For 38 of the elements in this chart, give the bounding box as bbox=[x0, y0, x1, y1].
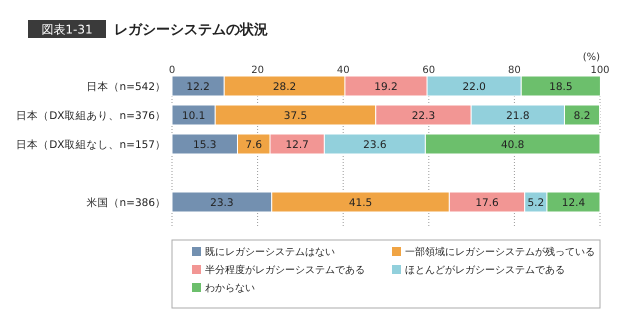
data-label: 21.8 bbox=[506, 110, 530, 122]
x-tick-label: 20 bbox=[251, 65, 264, 76]
data-label: 12.4 bbox=[562, 197, 586, 209]
data-label: 23.3 bbox=[210, 197, 234, 209]
legend-label: 一部領域にレガシーシステムが残っている bbox=[405, 246, 595, 258]
data-label: 8.2 bbox=[574, 110, 590, 122]
data-label: 23.6 bbox=[363, 139, 387, 151]
data-label: 19.2 bbox=[374, 81, 398, 93]
data-label: 7.6 bbox=[245, 139, 262, 151]
y-tick-label: 日本（DX取組なし、n=157） bbox=[16, 138, 166, 151]
data-label: 17.6 bbox=[475, 197, 500, 209]
x-axis-title: (%) bbox=[582, 52, 600, 63]
data-label: 12.7 bbox=[285, 139, 309, 151]
data-label: 12.2 bbox=[186, 81, 210, 93]
text: 図表1-31 bbox=[41, 22, 93, 36]
data-label: 15.3 bbox=[193, 139, 216, 151]
x-tick-label: 60 bbox=[422, 65, 436, 76]
data-label: 40.8 bbox=[500, 139, 524, 151]
data-label: 28.2 bbox=[272, 81, 296, 93]
y-tick-label: 日本（n=542） bbox=[86, 80, 166, 93]
data-label: 41.5 bbox=[348, 197, 372, 209]
x-tick-label: 100 bbox=[590, 65, 610, 76]
data-label: 5.2 bbox=[527, 197, 544, 209]
data-label: 10.1 bbox=[182, 110, 206, 122]
x-tick-label: 40 bbox=[336, 65, 350, 76]
legend-label: 既にレガシーシステムはない bbox=[205, 247, 335, 258]
legend-label: ほとんどがレガシーシステムである bbox=[405, 265, 565, 276]
x-tick-label: 80 bbox=[508, 65, 521, 76]
data-label: 22.0 bbox=[462, 81, 486, 93]
data-label: 18.5 bbox=[549, 81, 573, 93]
legend-label: 半分程度がレガシーシステムである bbox=[205, 264, 365, 276]
y-tick-label: 日本（DX取組あり、n=376） bbox=[16, 109, 166, 122]
data-label: 37.5 bbox=[284, 110, 308, 122]
chart-title: レガシーシステムの状況 bbox=[114, 22, 268, 38]
legend-label: わからない bbox=[205, 283, 255, 294]
data-label: 22.3 bbox=[412, 110, 436, 122]
y-tick-label: 米国（n=386） bbox=[86, 196, 166, 209]
x-tick-label: 0 bbox=[168, 65, 176, 76]
